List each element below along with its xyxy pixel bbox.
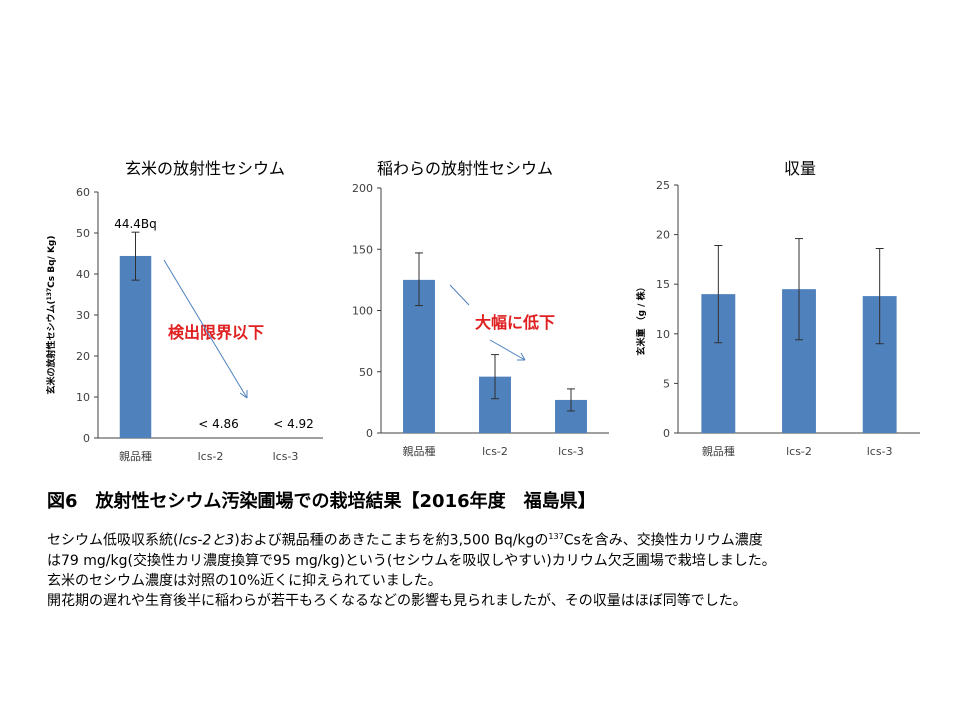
- x-tick-label: 親品種: [119, 449, 152, 463]
- y-tick-label: 50: [76, 227, 90, 240]
- description-line-4: 開花期の遅れや生育後半に稲わらが若干もろくなるなどの影響も見られましたが、その収…: [47, 592, 747, 609]
- x-tick-label: lcs-3: [273, 450, 299, 463]
- description-line-1: セシウム低吸収系統(lcs-2と3)および親品種のあきたこまちを約3,500 B…: [47, 532, 763, 549]
- y-tick-label: 200: [352, 182, 373, 195]
- y-tick-label: 40: [76, 268, 90, 281]
- chart-svg: 玄米の放射性セシウム 0 10 20 30 40 50 60 親品種 44.4Bq lcs-2 < 4…: [45, 159, 323, 463]
- x-tick-label: 親品種: [403, 444, 436, 458]
- description: セシウム低吸収系統(lcs-2と3)および親品種のあきたこまちを約3,500 B…: [47, 527, 927, 611]
- y-tick-label: 100: [352, 305, 373, 318]
- x-tick-label: lcs-3: [558, 445, 584, 458]
- bar-data-label: < 4.86: [198, 417, 239, 431]
- chart-title: 収量: [784, 159, 816, 178]
- bar: [119, 255, 152, 438]
- annotation-arrow: [163, 259, 248, 399]
- arrow-head: [517, 352, 526, 361]
- chart-title: 稲わらの放射性セシウム: [377, 159, 553, 178]
- x-tick-label: 親品種: [702, 444, 735, 458]
- y-tick-label: 0: [83, 432, 90, 445]
- y-tick-label: 0: [663, 427, 670, 440]
- chart-panel-straw-cesium: 稲わらの放射性セシウム 0 50 100 150 200 親品種 lcs-2 lcs-3 大幅に低…: [335, 150, 625, 470]
- bar-data-label: < 4.92: [273, 417, 314, 431]
- bar-data-label: 44.4Bq: [114, 217, 157, 231]
- figure-caption: 図6 放射性セシウム汚染圃場での栽培結果【2016年度 福島県】: [47, 491, 596, 512]
- chart-svg: 収量 0 5 10 15 20 25 親品種 lcs-2 lcs-3 玄米重 （g / 株）: [635, 159, 920, 458]
- chart-svg: 稲わらの放射性セシウム 0 50 100 150 200 親品種 lcs-2 lcs-3 大幅に低…: [352, 159, 609, 458]
- annotation-text: 大幅に低下: [475, 313, 555, 332]
- y-tick-label: 0: [366, 427, 373, 440]
- y-tick-label: 10: [656, 328, 670, 341]
- x-tick-label: lcs-2: [198, 450, 224, 463]
- y-tick-label: 20: [656, 229, 670, 242]
- description-line-3: 玄米のセシウム濃度は対照の10%近くに抑えられていました。: [47, 572, 442, 589]
- annotation-arrow-2: [489, 339, 526, 361]
- y-tick-label: 25: [656, 179, 670, 192]
- x-tick-label: lcs-3: [867, 445, 893, 458]
- chart-panel-yield: 収量 0 5 10 15 20 25 親品種 lcs-2 lcs-3 玄米重 （g / 株）: [630, 150, 930, 470]
- y-tick-label: 5: [663, 377, 670, 390]
- annotation-text: 検出限界以下: [168, 323, 264, 342]
- chart-panel-brown-rice-cesium: 玄米の放射性セシウム 0 10 20 30 40 50 60 親品種 44.4Bq lcs-2 < 4…: [40, 150, 330, 470]
- arrow-head: [239, 390, 248, 399]
- x-tick-label: lcs-2: [482, 445, 508, 458]
- y-tick-label: 10: [76, 391, 90, 404]
- y-tick-label: 30: [76, 309, 90, 322]
- chart-title: 玄米の放射性セシウム: [125, 159, 285, 178]
- y-tick-label: 150: [352, 243, 373, 256]
- y-tick-label: 15: [656, 278, 670, 291]
- y-tick-label: 50: [359, 366, 373, 379]
- x-tick-label: lcs-2: [786, 445, 812, 458]
- annotation-arrow-1: [449, 284, 470, 306]
- y-tick-label: 60: [76, 186, 90, 199]
- y-tick-label: 20: [76, 350, 90, 363]
- y-axis-label: 玄米の放射性セシウム(137Cs Bq/ Kg): [45, 235, 57, 394]
- y-axis-label: 玄米重 （g / 株）: [635, 282, 647, 355]
- description-line-2: は79 mg/kg(交換性カリ濃度換算で95 mg/kg)という(セシウムを吸収…: [47, 552, 776, 569]
